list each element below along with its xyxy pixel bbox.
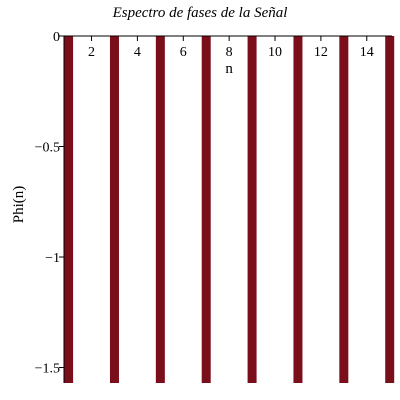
chart-title: Espectro de fases de la Señal — [112, 5, 288, 21]
x-tick-label: 10 — [268, 45, 282, 60]
x-axis-label: n — [225, 61, 233, 77]
x-tick-label: 8 — [226, 45, 233, 60]
bar-n-5 — [155, 36, 165, 383]
bar-n-13 — [339, 36, 349, 383]
x-tick-label: 14 — [360, 45, 374, 60]
bar-n-1 — [64, 36, 74, 383]
bar-n-3 — [109, 36, 119, 383]
bars-layer — [64, 36, 395, 383]
bar-n-9 — [247, 36, 257, 383]
y-tick-label: −0.5 — [35, 141, 60, 156]
y-tick-label: 0 — [53, 30, 60, 45]
y-tick-label: −1 — [45, 251, 60, 266]
x-tick-label: 6 — [180, 45, 187, 60]
y-tick-label: −1.5 — [35, 362, 60, 377]
x-tick-label: 2 — [88, 45, 95, 60]
bar-n-15 — [385, 36, 395, 383]
y-axis-label: Phi(n) — [11, 186, 27, 224]
x-tick-label: 4 — [134, 45, 141, 60]
axes-layer: 2 4 6 8 10 12 14 0 −0.5 −1 −1.5 — [35, 30, 392, 383]
x-tick-label: 12 — [314, 45, 328, 60]
bar-n-11 — [293, 36, 303, 383]
bar-n-7 — [201, 36, 211, 383]
